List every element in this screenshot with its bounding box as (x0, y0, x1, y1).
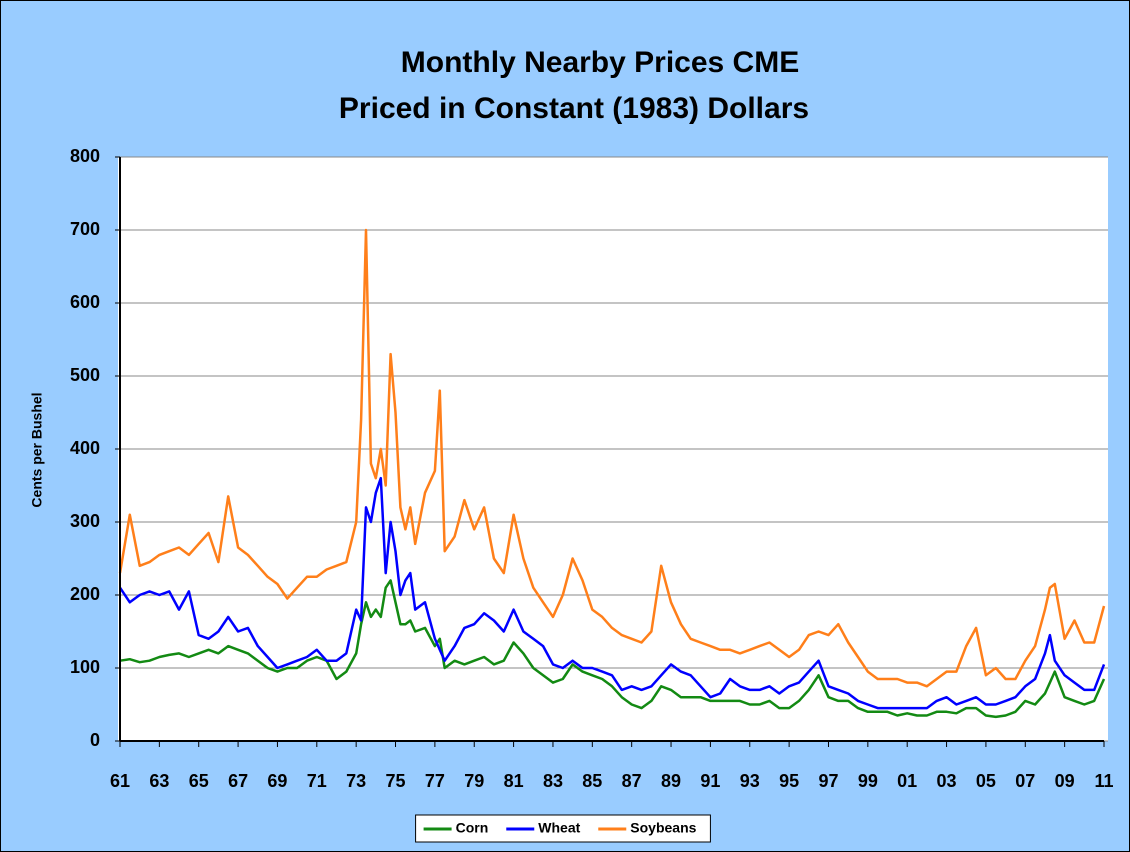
x-tick-label: 09 (1055, 771, 1075, 791)
x-tick-label: 99 (858, 771, 878, 791)
y-tick-label: 300 (70, 511, 100, 531)
y-tick-label: 200 (70, 584, 100, 604)
y-tick-label: 0 (90, 730, 100, 750)
x-tick-label: 83 (543, 771, 563, 791)
legend-label: Corn (456, 820, 489, 836)
x-tick-label: 93 (740, 771, 760, 791)
x-tick-label: 77 (425, 771, 445, 791)
x-tick-label: 63 (149, 771, 169, 791)
legend-label: Wheat (538, 820, 580, 836)
x-tick-label: 67 (228, 771, 248, 791)
x-tick-label: 79 (464, 771, 484, 791)
x-tick-label: 75 (386, 771, 406, 791)
x-tick-label: 89 (661, 771, 681, 791)
y-axis-label: Cents per Bushel (29, 392, 45, 507)
legend-label: Soybeans (630, 820, 696, 836)
y-tick-label: 500 (70, 365, 100, 385)
line-series (118, 228, 1106, 688)
x-tick-label: 71 (307, 771, 327, 791)
chart-subtitle: Priced in Constant (1983) Dollars (339, 92, 809, 125)
x-tick-label: 11 (1094, 771, 1113, 791)
x-tick-label: 73 (346, 771, 366, 791)
x-tick-label: 87 (622, 771, 642, 791)
y-tick-label: 800 (70, 146, 100, 166)
x-tick-label: 95 (779, 771, 799, 791)
chart-title: Monthly Nearby Prices CME (401, 46, 799, 79)
y-tick-label: 700 (70, 219, 100, 239)
y-tick-label: 400 (70, 438, 100, 458)
x-tick-label: 05 (976, 771, 996, 791)
y-tick-label: 600 (70, 292, 100, 312)
x-tick-label: 01 (897, 771, 917, 791)
y-tick-label: 100 (70, 657, 100, 677)
line-series (119, 579, 1106, 719)
x-tick-label: 65 (189, 771, 209, 791)
x-tick-label: 81 (504, 771, 524, 791)
line-series (118, 476, 1106, 710)
legend (415, 814, 711, 843)
x-tick-label: 97 (818, 771, 838, 791)
x-tick-label: 03 (937, 771, 957, 791)
x-tick-label: 91 (700, 771, 720, 791)
x-tick-label: 61 (110, 771, 130, 791)
x-tick-label: 69 (267, 771, 287, 791)
x-tick-label: 85 (582, 771, 602, 791)
x-tick-label: 07 (1015, 771, 1035, 791)
